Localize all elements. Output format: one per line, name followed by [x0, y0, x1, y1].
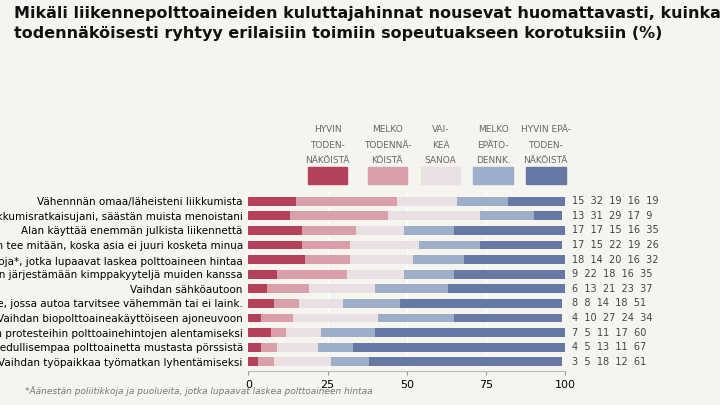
Bar: [261, 313, 293, 322]
Bar: [321, 328, 375, 337]
Bar: [330, 358, 369, 366]
Bar: [420, 241, 480, 249]
Text: Mikäli liikennepolttoaineiden kuluttajahinnat nousevat huomattavasti, kuinka: Mikäli liikennepolttoaineiden kuluttajah…: [14, 6, 720, 21]
Text: MELKO: MELKO: [478, 126, 508, 134]
Bar: [309, 284, 375, 293]
Bar: [248, 255, 305, 264]
Text: VAI-: VAI-: [432, 126, 449, 134]
Bar: [277, 270, 346, 279]
Text: 9  22  18  16  35: 9 22 18 16 35: [572, 269, 652, 279]
Text: HYVIN: HYVIN: [314, 126, 341, 134]
Bar: [404, 270, 454, 279]
Text: EPÄTO-: EPÄTO-: [477, 141, 509, 150]
Text: MELKO: MELKO: [372, 126, 402, 134]
Text: 15  32  19  16  19: 15 32 19 16 19: [572, 196, 658, 206]
Bar: [271, 328, 287, 337]
Bar: [299, 299, 343, 308]
Bar: [293, 313, 378, 322]
Text: 4  5  13  11  67: 4 5 13 11 67: [572, 342, 646, 352]
Text: KEA: KEA: [432, 141, 449, 150]
Text: TODENNÄ-: TODENNÄ-: [364, 141, 411, 150]
Bar: [248, 299, 274, 308]
Text: NÄKÖISTÄ: NÄKÖISTÄ: [523, 156, 568, 165]
Bar: [480, 241, 562, 249]
Text: 18  14  20  16  32: 18 14 20 16 32: [572, 255, 658, 264]
Bar: [248, 313, 261, 322]
Bar: [350, 255, 413, 264]
Text: TODEN-: TODEN-: [310, 141, 345, 150]
Bar: [274, 358, 330, 366]
Bar: [454, 313, 562, 322]
Bar: [248, 197, 296, 205]
Bar: [534, 211, 562, 220]
Bar: [454, 226, 565, 235]
Bar: [267, 284, 309, 293]
Bar: [318, 343, 353, 352]
Bar: [356, 226, 404, 235]
Text: 7  5  11  17  60: 7 5 11 17 60: [572, 328, 646, 338]
Bar: [296, 197, 397, 205]
Text: todennäköisesti ryhtyy erilaisiin toimiin sopeutuakseen korotuksiin (%): todennäköisesti ryhtyy erilaisiin toimii…: [14, 26, 663, 41]
Bar: [248, 284, 267, 293]
Bar: [369, 358, 562, 366]
Text: DENNK.: DENNK.: [476, 156, 510, 165]
Text: SANOA: SANOA: [425, 156, 456, 165]
Bar: [289, 211, 388, 220]
Text: 3  5  18  12  61: 3 5 18 12 61: [572, 357, 646, 367]
Bar: [388, 211, 480, 220]
Bar: [397, 197, 457, 205]
Bar: [346, 270, 404, 279]
Text: 13  31  29  17  9: 13 31 29 17 9: [572, 211, 652, 221]
Bar: [274, 299, 299, 308]
Bar: [287, 328, 321, 337]
Text: HYVIN EPÄ-: HYVIN EPÄ-: [521, 126, 571, 134]
Bar: [464, 255, 565, 264]
Bar: [400, 299, 562, 308]
Bar: [305, 255, 350, 264]
Bar: [454, 270, 565, 279]
Text: 8  8  14  18  51: 8 8 14 18 51: [572, 298, 646, 308]
Bar: [302, 241, 350, 249]
Bar: [350, 241, 420, 249]
Bar: [302, 226, 356, 235]
Bar: [375, 284, 448, 293]
Bar: [261, 343, 277, 352]
Text: 6  13  21  23  37: 6 13 21 23 37: [572, 284, 652, 294]
Text: 17  15  22  19  26: 17 15 22 19 26: [572, 240, 658, 250]
Bar: [378, 313, 454, 322]
Text: TODEN-: TODEN-: [528, 141, 563, 150]
Bar: [248, 226, 302, 235]
Text: KÖISTÄ: KÖISTÄ: [372, 156, 403, 165]
Text: NÄKÖISTÄ: NÄKÖISTÄ: [305, 156, 350, 165]
Bar: [457, 197, 508, 205]
Bar: [404, 226, 454, 235]
Text: *Äänestän poliitikkoja ja puolueita, jotka lupaavat laskea polttoaineen hintaa: *Äänestän poliitikkoja ja puolueita, jot…: [25, 386, 373, 396]
Bar: [353, 343, 565, 352]
Bar: [258, 358, 274, 366]
Bar: [343, 299, 400, 308]
Bar: [248, 343, 261, 352]
Bar: [508, 197, 568, 205]
Bar: [248, 328, 271, 337]
Text: 4  10  27  24  34: 4 10 27 24 34: [572, 313, 652, 323]
Bar: [248, 270, 277, 279]
Bar: [480, 211, 534, 220]
Bar: [248, 241, 302, 249]
Text: 17  17  15  16  35: 17 17 15 16 35: [572, 225, 658, 235]
Bar: [375, 328, 565, 337]
Bar: [413, 255, 464, 264]
Bar: [448, 284, 565, 293]
Bar: [277, 343, 318, 352]
Bar: [248, 211, 289, 220]
Bar: [248, 358, 258, 366]
